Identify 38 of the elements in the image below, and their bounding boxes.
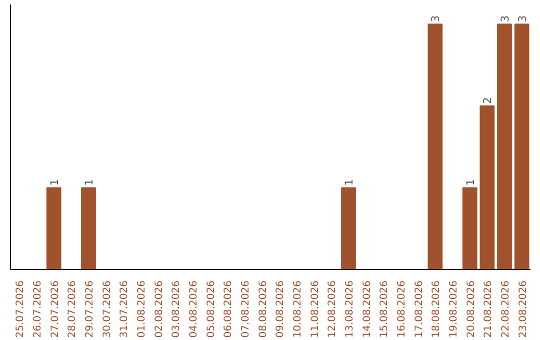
x-tick-label: 01.08.2026	[136, 280, 148, 338]
x-tick-label: 06.08.2026	[223, 280, 234, 338]
x-tick-label: 26.07.2026	[32, 280, 44, 338]
x-tick-label: 08.08.2026	[258, 280, 269, 338]
x-tick-label: 02.08.2026	[154, 280, 165, 338]
data-label: 1	[48, 178, 61, 186]
x-tick-label: 23.08.2026	[518, 280, 529, 338]
x-tick-label: 03.08.2026	[171, 280, 182, 338]
x-tick-label: 17.08.2026	[414, 280, 425, 338]
x-tick-label: 09.08.2026	[275, 280, 286, 338]
x-tick-label: 31.07.2026	[119, 280, 130, 338]
data-label: 1	[464, 178, 477, 186]
x-tick-label: 28.07.2026	[67, 280, 78, 338]
x-tick-label: 20.08.2026	[466, 280, 477, 338]
x-tick-label: 21.08.2026	[483, 280, 494, 338]
x-tick-label: 04.08.2026	[188, 280, 200, 338]
x-tick-label: 14.08.2026	[362, 280, 373, 338]
x-tick-label: 12.08.2026	[327, 280, 338, 338]
x-tick-label: 07.08.2026	[240, 280, 252, 338]
data-label: 3	[429, 15, 442, 22]
x-tick-label: 30.07.2026	[102, 280, 113, 338]
x-tick-label: 15.08.2026	[379, 280, 390, 338]
x-tick-label: 05.08.2026	[206, 280, 217, 338]
x-tick-label: 22.08.2026	[500, 280, 512, 338]
x-tick-label: 29.07.2026	[84, 280, 96, 338]
data-label: 2	[481, 97, 494, 104]
data-label: 3	[516, 15, 529, 22]
x-tick-label: 10.08.2026	[292, 280, 304, 338]
data-label: 3	[498, 15, 512, 22]
x-tick-label: 11.08.2026	[310, 280, 321, 338]
x-tick-label: 27.07.2026	[50, 280, 61, 338]
data-label: 1	[82, 178, 96, 186]
x-tick-label: 19.08.2026	[448, 280, 460, 338]
data-label: 1	[342, 178, 356, 186]
x-tick-label: 16.08.2026	[396, 280, 408, 338]
x-tick-label: 18.08.2026	[431, 280, 442, 338]
x-tick-label: 25.07.2026	[15, 280, 26, 338]
x-tick-label: 13.08.2026	[344, 280, 356, 338]
